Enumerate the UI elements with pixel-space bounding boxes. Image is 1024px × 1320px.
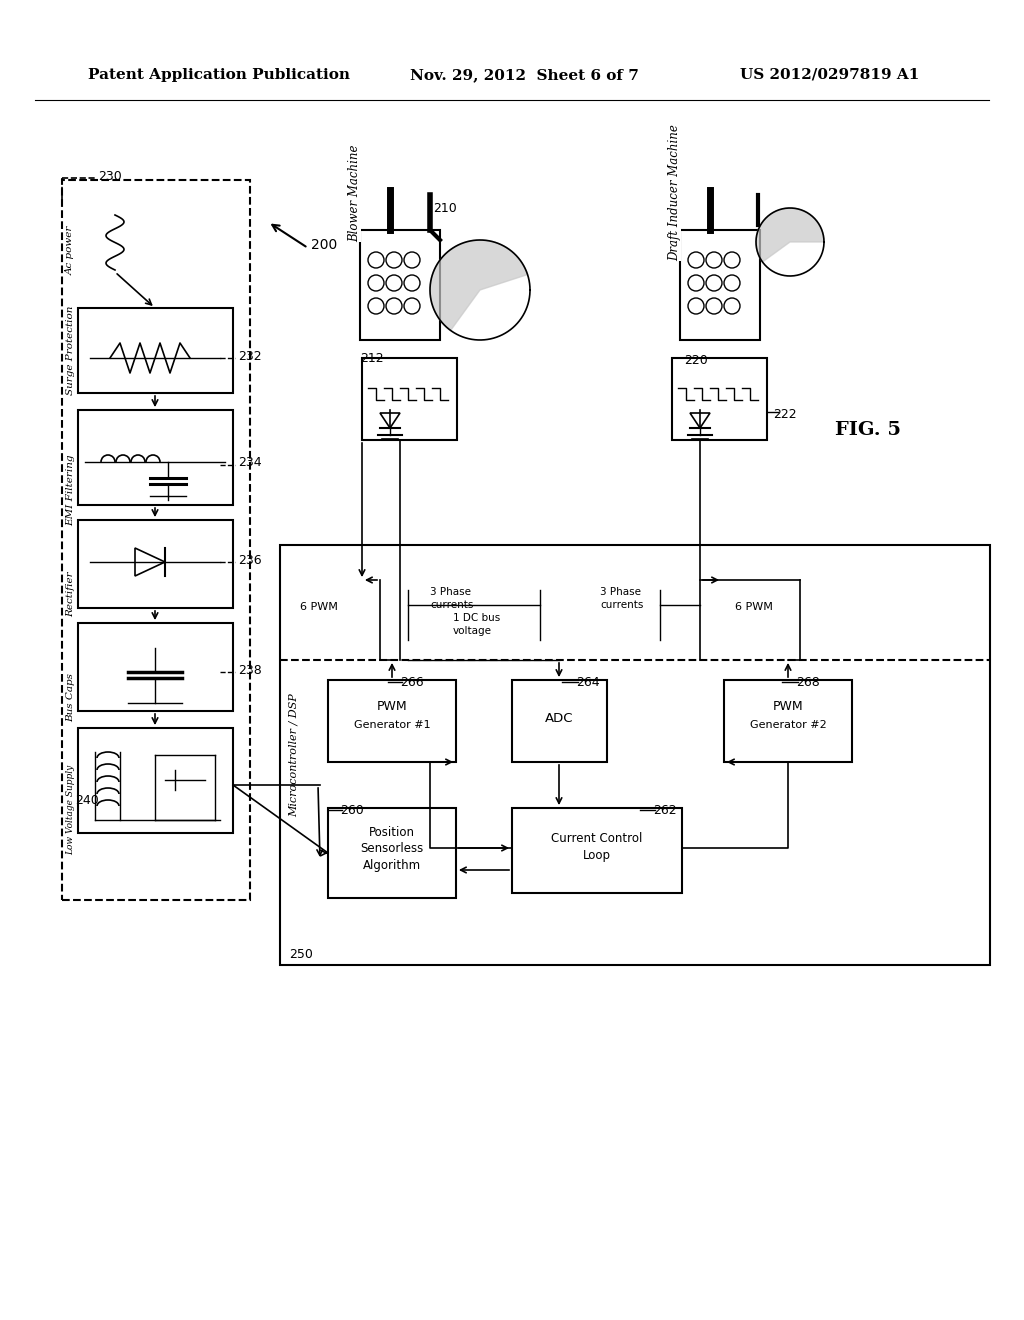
- Text: Algorithm: Algorithm: [362, 859, 421, 873]
- Text: Patent Application Publication: Patent Application Publication: [88, 69, 350, 82]
- Text: currents: currents: [600, 601, 643, 610]
- Text: Generator #2: Generator #2: [750, 719, 826, 730]
- Text: Rectifier: Rectifier: [66, 572, 75, 616]
- Text: 240: 240: [75, 793, 98, 807]
- Text: 230: 230: [98, 169, 122, 182]
- Text: 6 PWM: 6 PWM: [300, 602, 338, 612]
- Bar: [680, 230, 760, 341]
- Bar: [512, 808, 682, 894]
- Bar: [328, 680, 456, 762]
- Text: Low Voltage Supply: Low Voltage Supply: [66, 764, 75, 855]
- Text: currents: currents: [430, 601, 473, 610]
- Bar: [362, 358, 457, 440]
- Bar: [78, 308, 233, 393]
- Text: Ac power: Ac power: [66, 226, 75, 275]
- Bar: [78, 520, 233, 609]
- Text: 212: 212: [360, 351, 384, 364]
- Polygon shape: [756, 209, 824, 261]
- Text: ADC: ADC: [545, 711, 573, 725]
- Text: 234: 234: [238, 457, 261, 470]
- Bar: [672, 358, 767, 440]
- Bar: [78, 411, 233, 506]
- Text: Nov. 29, 2012  Sheet 6 of 7: Nov. 29, 2012 Sheet 6 of 7: [410, 69, 639, 82]
- Text: 6 PWM: 6 PWM: [735, 602, 773, 612]
- Text: 210: 210: [433, 202, 457, 214]
- Text: 264: 264: [575, 676, 600, 689]
- Bar: [328, 808, 456, 898]
- Text: 260: 260: [340, 804, 364, 817]
- Text: US 2012/0297819 A1: US 2012/0297819 A1: [740, 69, 920, 82]
- Text: EMI Filtering: EMI Filtering: [66, 454, 75, 525]
- Bar: [724, 680, 852, 762]
- Text: 200: 200: [311, 238, 337, 252]
- Text: Loop: Loop: [583, 850, 611, 862]
- Text: 266: 266: [400, 676, 424, 689]
- Text: Position: Position: [369, 825, 415, 838]
- Text: Surge Protection: Surge Protection: [66, 305, 75, 395]
- Text: 262: 262: [653, 804, 677, 817]
- Text: Current Control: Current Control: [551, 832, 643, 845]
- Text: 268: 268: [796, 676, 820, 689]
- Polygon shape: [430, 240, 527, 330]
- Bar: [62, 180, 250, 900]
- Text: voltage: voltage: [453, 626, 492, 636]
- Text: 222: 222: [773, 408, 797, 421]
- Text: Microcontroller / DSP: Microcontroller / DSP: [289, 693, 299, 817]
- Text: 250: 250: [289, 949, 313, 961]
- Text: 232: 232: [238, 350, 261, 363]
- Text: FIG. 5: FIG. 5: [835, 421, 901, 440]
- Text: Bus Caps: Bus Caps: [66, 673, 75, 722]
- Text: 236: 236: [238, 553, 261, 566]
- Text: 3 Phase: 3 Phase: [600, 587, 641, 597]
- Bar: [78, 623, 233, 711]
- Text: Sensorless: Sensorless: [360, 842, 424, 855]
- Text: 3 Phase: 3 Phase: [430, 587, 471, 597]
- Text: PWM: PWM: [773, 701, 803, 714]
- Text: Blower Machine: Blower Machine: [348, 144, 361, 242]
- Bar: [280, 545, 990, 965]
- Text: Draft Inducer Machine: Draft Inducer Machine: [668, 124, 681, 261]
- Bar: [78, 729, 233, 833]
- Text: 238: 238: [238, 664, 262, 676]
- Text: 1 DC bus: 1 DC bus: [453, 612, 501, 623]
- Text: PWM: PWM: [377, 701, 408, 714]
- Text: 220: 220: [684, 354, 708, 367]
- Bar: [360, 230, 440, 341]
- Bar: [512, 680, 607, 762]
- Text: Generator #1: Generator #1: [353, 719, 430, 730]
